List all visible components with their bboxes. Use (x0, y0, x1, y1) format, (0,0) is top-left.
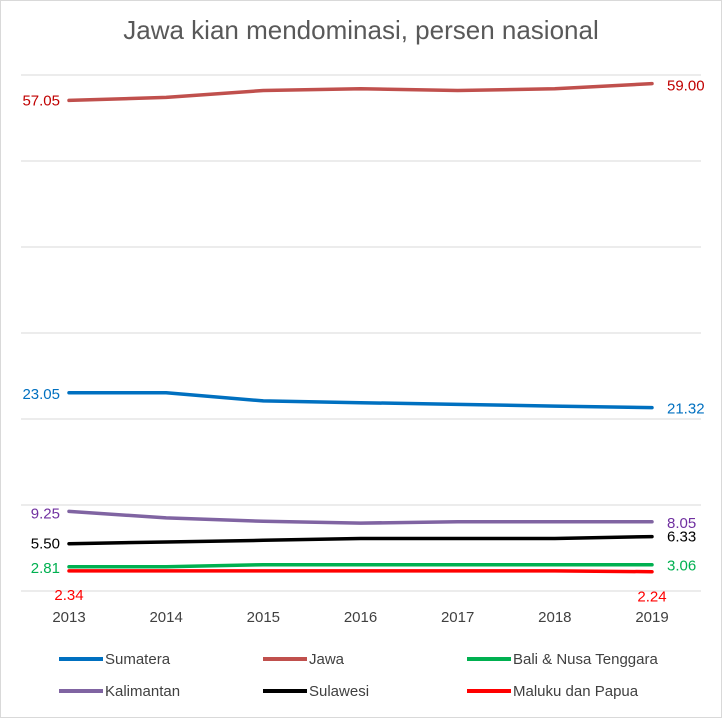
data-label-end: 2.24 (637, 589, 666, 606)
legend-swatch (467, 657, 511, 661)
data-label-end: 21.32 (667, 401, 705, 418)
legend-swatch (59, 657, 103, 661)
legend-swatch (467, 689, 511, 693)
chart-legend: Sumatera Jawa Bali & Nusa Tenggara Kalimant… (1, 641, 721, 711)
data-label-start: 2.81 (31, 560, 60, 577)
x-tick-label: 2013 (52, 609, 85, 626)
data-label-end: 59.00 (667, 78, 705, 95)
legend-label: Jawa (309, 650, 345, 668)
series-line-sumatera (67, 391, 654, 410)
data-label-end: 8.05 (667, 515, 696, 532)
data-label-end: 3.06 (667, 558, 696, 575)
x-tick-label: 2019 (635, 609, 668, 626)
legend-label: Kalimantan (105, 682, 181, 700)
legend-swatch (59, 689, 103, 693)
data-label-start: 9.25 (31, 505, 60, 522)
x-tick-label: 2014 (149, 609, 182, 626)
data-label-start: 5.50 (31, 536, 60, 553)
data-label-start: 23.05 (22, 386, 60, 403)
series-line-bali-nusa-tenggara (67, 562, 654, 569)
data-label-start: 2.34 (54, 587, 83, 604)
legend-item: Sulawesi (263, 681, 369, 701)
legend-item: Kalimantan (59, 681, 180, 701)
series-line-kalimantan (67, 509, 654, 525)
chart-title: Jawa kian mendominasi, persen nasional (123, 15, 599, 45)
legend-swatch (263, 657, 307, 661)
x-tick-label: 2018 (538, 609, 571, 626)
x-tick-label: 2016 (344, 609, 377, 626)
x-tick-label: 2015 (247, 609, 280, 626)
legend-swatch (263, 689, 307, 693)
legend-item: Bali & Nusa Tenggara (467, 649, 658, 669)
series-line-jawa (67, 81, 654, 103)
legend-label: Sulawesi (309, 682, 370, 700)
series-line-sulawesi (67, 534, 654, 546)
line-chart: 2013 2014 2015 2016 2017 2018 2019 23.05 21.32 57… (21, 74, 705, 626)
legend-label: Sumatera (105, 650, 171, 668)
legend-item: Jawa (263, 649, 344, 669)
series-line-maluku-dan-papua (67, 569, 654, 574)
legend-item: Maluku dan Papua (467, 681, 638, 701)
data-label-start: 57.05 (22, 92, 60, 109)
x-tick-label: 2017 (441, 609, 474, 626)
data-label-end: 6.33 (667, 529, 696, 546)
legend-label: Bali & Nusa Tenggara (513, 650, 658, 668)
legend-item: Sumatera (59, 649, 170, 669)
legend-label: Maluku dan Papua (513, 682, 639, 700)
